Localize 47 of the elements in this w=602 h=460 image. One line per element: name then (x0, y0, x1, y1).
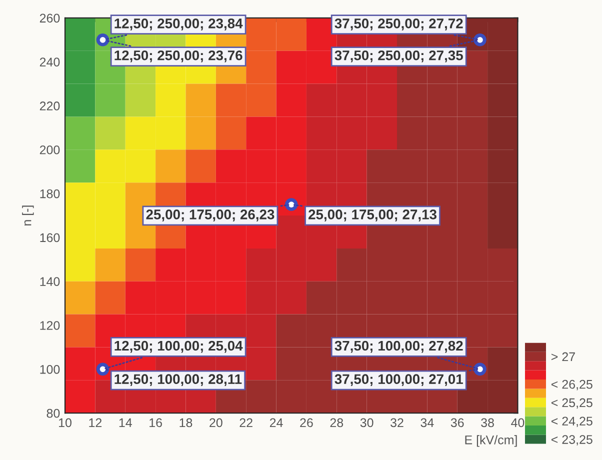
x-tick-label: 18 (180, 418, 192, 428)
annotation: 12,50; 100,00; 28,11 (114, 374, 242, 386)
x-tick-label: 28 (330, 418, 344, 428)
y-tick-label: 260 (40, 14, 60, 23)
y-tick-label: 240 (40, 58, 60, 66)
y-tick-label: 200 (40, 145, 60, 154)
x-tick-label: 20 (210, 418, 222, 428)
annotation: 12,50; 250,00; 23,76 (114, 50, 242, 62)
y-tick-label: 140 (40, 277, 60, 286)
annotation: 37,50; 100,00; 27,01 (334, 374, 463, 386)
x-tick-label: 24 (270, 418, 283, 427)
x-tick-label: 34 (420, 418, 434, 428)
x-tick-label: 38 (481, 418, 494, 428)
annotation: 12,50; 100,00; 25,04 (114, 340, 243, 353)
color-bar-label: > 27 (551, 352, 575, 362)
color-bar-label: < 23,25 (551, 435, 592, 446)
x-tick-label: 26 (300, 418, 313, 428)
x-tick-label: 22 (240, 418, 252, 427)
annotation: 37,50; 100,00; 27,82 (334, 340, 463, 353)
x-tick-label: 32 (390, 418, 404, 428)
x-tick-label: 36 (450, 418, 464, 428)
x-tick-label: 12 (89, 418, 102, 427)
x-tick-label: 30 (360, 418, 374, 428)
y-tick-label: 120 (40, 321, 60, 330)
y-tick-label: 100 (40, 364, 60, 374)
color-bar-label: < 25,25 (551, 398, 592, 409)
y-axis-title: n [-] (22, 206, 34, 226)
y-tick-label: 180 (40, 189, 60, 198)
point (474, 362, 486, 376)
color-bar-label: < 24,25 (551, 416, 592, 428)
y-tick-label: 220 (40, 102, 60, 110)
y-tick-label: 160 (40, 233, 60, 242)
annotation: 25,00; 175,00; 27,13 (308, 210, 436, 222)
x-axis-title: E [kV/cm] (465, 435, 517, 447)
annotation: 37,50; 250,00; 27,35 (334, 50, 463, 62)
y-tick-label: 80 (46, 408, 60, 418)
point (96, 362, 110, 376)
annotation: 37,50; 250,00; 27,72 (334, 18, 463, 30)
x-tick-label: 40 (511, 418, 524, 428)
x-tick-label: 16 (150, 418, 162, 428)
point (474, 34, 486, 46)
color-bar-label: < 26,25 (551, 380, 592, 390)
annotation: 25,00; 175,00; 26,23 (146, 210, 274, 222)
x-tick-label: 14 (119, 418, 132, 427)
annotation: 12,50; 250,00; 23,84 (114, 18, 243, 30)
x-tick-label: 10 (59, 418, 72, 428)
point (96, 34, 110, 46)
